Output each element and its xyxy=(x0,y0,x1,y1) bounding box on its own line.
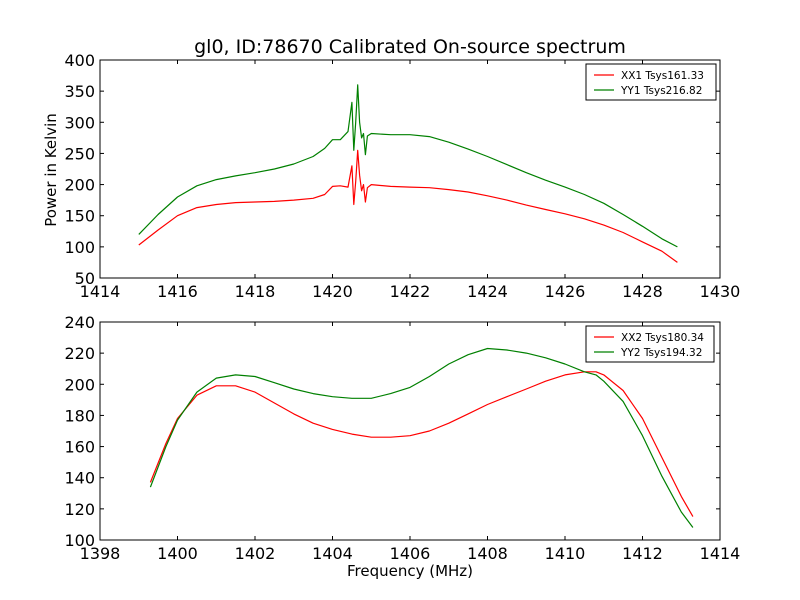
y-tick-label: 200 xyxy=(64,375,95,394)
y-tick-label: 100 xyxy=(64,531,95,550)
legend-entry-label: YY2 Tsys194.32 xyxy=(620,347,702,359)
x-tick-label: 1414 xyxy=(700,544,741,563)
y-tick-label: 100 xyxy=(64,238,95,257)
y-tick-label: 240 xyxy=(64,313,95,332)
y-tick-label: 200 xyxy=(64,176,95,195)
x-tick-label: 1400 xyxy=(157,544,198,563)
chart-title: gl0, ID:78670 Calibrated On-source spect… xyxy=(194,36,626,58)
y-tick-label: 250 xyxy=(64,144,95,163)
legend-entry-label: YY1 Tsys216.82 xyxy=(620,85,702,97)
series-line-xx2 xyxy=(149,371,694,517)
x-tick-label: 1412 xyxy=(622,544,663,563)
y-tick-label: 160 xyxy=(64,438,95,457)
y-tick-label: 400 xyxy=(64,51,95,70)
y-tick-label: 150 xyxy=(64,207,95,226)
series-line-xx1 xyxy=(138,149,678,263)
y-tick-label: 180 xyxy=(64,406,95,425)
x-tick-label: 1418 xyxy=(235,282,276,301)
y-tick-label: 140 xyxy=(64,469,95,488)
y-tick-label: 50 xyxy=(75,269,95,288)
x-tick-label: 1416 xyxy=(157,282,198,301)
legend: XX2 Tsys180.34 YY2 Tsys194.32 xyxy=(585,325,715,363)
x-tick-label: 1414 xyxy=(80,282,121,301)
x-tick-label: 1410 xyxy=(545,544,586,563)
legend-entry-label: XX1 Tsys161.33 xyxy=(621,70,704,82)
legend: XX1 Tsys161.33 YY1 Tsys216.82 xyxy=(585,63,717,101)
x-tick-label: 1420 xyxy=(312,282,353,301)
y-tick-label: 350 xyxy=(64,82,95,101)
series-line-yy1 xyxy=(138,84,678,248)
y-axis-label-top: Power in Kelvin xyxy=(42,113,60,227)
x-axis-label-bottom: Frequency (MHz) xyxy=(347,562,473,580)
x-tick-label: 1398 xyxy=(80,544,121,563)
axes-bottom: 1398 1400 1402 1404 1406 1408 1410 1412 1414 100 1… xyxy=(64,313,740,563)
x-tick-label: 1428 xyxy=(622,282,663,301)
axes-top: 1414 1416 1418 1420 1422 1424 1426 1428 1430 50 10… xyxy=(64,51,740,301)
y-tick-label: 300 xyxy=(64,113,95,132)
y-tick-label: 120 xyxy=(64,500,95,519)
legend-box xyxy=(585,325,715,363)
legend-box xyxy=(585,63,717,101)
x-tick-label: 1430 xyxy=(700,282,741,301)
series-line-yy2 xyxy=(149,347,694,528)
x-tick-label: 1402 xyxy=(235,544,276,563)
x-tick-label: 1424 xyxy=(467,282,508,301)
x-tick-label: 1404 xyxy=(312,544,353,563)
x-tick-label: 1408 xyxy=(467,544,508,563)
y-tick-label: 220 xyxy=(64,344,95,363)
x-tick-label: 1426 xyxy=(545,282,586,301)
x-tick-label: 1422 xyxy=(390,282,431,301)
legend-entry-label: XX2 Tsys180.34 xyxy=(621,332,704,344)
x-tick-label: 1406 xyxy=(390,544,431,563)
